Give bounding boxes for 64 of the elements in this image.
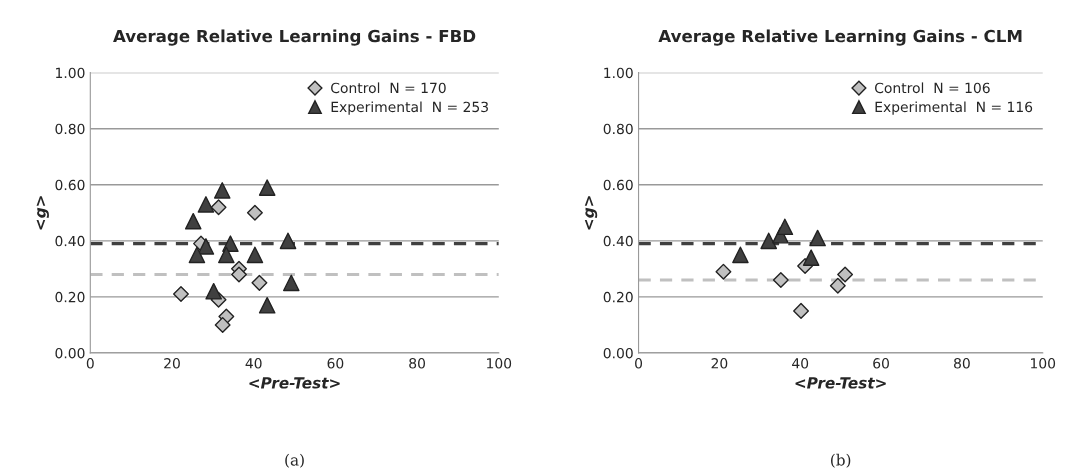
point <box>258 179 276 196</box>
x-tick-label: 0 <box>86 358 94 369</box>
point <box>188 246 206 264</box>
y-tick-label: 1.00 <box>604 67 633 79</box>
point <box>776 218 794 236</box>
x-axis-title: <Pre-Test> <box>795 377 886 389</box>
point <box>205 282 222 300</box>
legend-label: Control N = 106 <box>874 82 990 94</box>
x-tick-label: 80 <box>954 358 970 369</box>
legend-label: Control N = 170 <box>331 82 446 94</box>
y-tick-label: 0.00 <box>603 347 633 359</box>
y-axis-title: <g> <box>584 196 598 230</box>
x-tick-label: 40 <box>245 358 262 369</box>
y-axis-title: <g> <box>36 196 49 230</box>
y-tick-label: 0.40 <box>603 235 633 247</box>
x-tick-label: 60 <box>873 358 889 369</box>
x-tick-label: 20 <box>164 358 180 369</box>
y-tick-label: 0.60 <box>55 179 85 191</box>
point <box>829 277 846 294</box>
y-tick-label: 0.00 <box>55 347 85 359</box>
point <box>837 266 854 283</box>
point <box>772 272 789 289</box>
point <box>732 246 749 264</box>
point <box>231 266 247 283</box>
point <box>715 263 732 280</box>
point <box>197 238 215 255</box>
x-tick-label: 40 <box>792 358 809 369</box>
x-axis-title: <Pre-Test> <box>249 377 340 389</box>
point <box>279 232 297 250</box>
point <box>251 274 268 291</box>
point <box>809 229 826 247</box>
x-tick-label: 60 <box>327 358 344 369</box>
point <box>802 249 820 266</box>
point <box>282 274 300 292</box>
x-tick-label: 100 <box>1031 358 1056 369</box>
point <box>246 246 264 264</box>
point <box>760 232 778 250</box>
y-tick-label: 0.20 <box>603 291 633 303</box>
x-tick-label: 100 <box>487 358 512 369</box>
legend-label: Experimental N = 116 <box>875 101 1033 115</box>
legend-label: Experimental N = 253 <box>331 101 488 115</box>
point <box>197 196 215 213</box>
x-tick-label: 20 <box>711 358 728 369</box>
y-tick-label: 0.80 <box>603 123 633 135</box>
y-tick-label: 0.40 <box>55 235 85 247</box>
y-tick-label: 1.00 <box>56 67 85 79</box>
x-tick-label: 80 <box>409 358 426 369</box>
point <box>214 316 231 333</box>
point <box>218 246 235 264</box>
point <box>258 296 276 314</box>
point <box>246 204 263 221</box>
point <box>184 212 202 230</box>
point <box>210 199 227 216</box>
x-tick-label: 0 <box>635 358 643 369</box>
point <box>793 302 810 319</box>
chart-title: Average Relative Learning Gains - FBD <box>113 29 476 46</box>
text: (a) <box>285 453 304 468</box>
point <box>213 182 231 199</box>
y-tick-label: 0.20 <box>55 291 85 303</box>
y-tick-label: 0.60 <box>603 179 633 191</box>
point <box>173 286 189 303</box>
text: (b) <box>831 453 851 468</box>
y-tick-label: 0.80 <box>55 123 85 135</box>
chart-title: Average Relative Learning Gains - CLM <box>658 29 1022 46</box>
